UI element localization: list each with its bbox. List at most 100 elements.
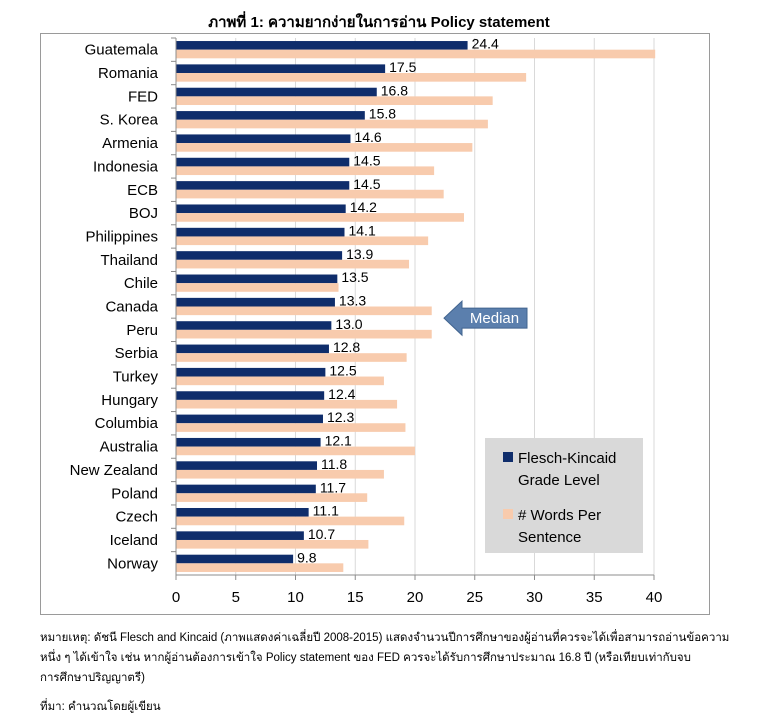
bar-words-per-sentence-norway bbox=[176, 563, 344, 572]
bar-words-per-sentence-columbia bbox=[176, 423, 406, 432]
category-label-columbia: Columbia bbox=[95, 415, 159, 432]
bar-words-per-sentence-guatemala bbox=[176, 49, 656, 59]
value-label-columbia: 12.3 bbox=[327, 409, 354, 425]
category-label-iceland: Iceland bbox=[110, 532, 158, 549]
bar-grade-level-boj bbox=[176, 204, 346, 214]
value-label-boj: 14.2 bbox=[350, 199, 377, 215]
bar-words-per-sentence-serbia bbox=[176, 353, 407, 362]
value-label-ecb: 14.5 bbox=[353, 176, 380, 192]
value-label-philippines: 14.1 bbox=[348, 222, 375, 238]
category-label-ecb: ECB bbox=[127, 182, 158, 199]
bar-words-per-sentence-canada bbox=[176, 306, 432, 316]
category-label-romania: Romania bbox=[98, 65, 159, 82]
legend-swatch-words-per-sentence bbox=[503, 509, 513, 519]
bar-words-per-sentence-new-zealand bbox=[176, 469, 384, 479]
bar-grade-level-romania bbox=[176, 64, 386, 74]
category-label-fed: FED bbox=[128, 88, 158, 105]
bar-grade-level-guatemala bbox=[176, 41, 468, 50]
value-label-thailand: 13.9 bbox=[346, 246, 373, 262]
bar-grade-level-australia bbox=[176, 437, 321, 447]
category-label-thailand: Thailand bbox=[100, 252, 158, 269]
category-label-philippines: Philippines bbox=[85, 228, 158, 245]
bar-words-per-sentence-poland bbox=[176, 493, 368, 502]
median-annotation: Median bbox=[443, 300, 528, 337]
tick-label-x-10: 10 bbox=[287, 589, 304, 606]
category-label-hungary: Hungary bbox=[101, 392, 158, 409]
category-label-peru: Peru bbox=[126, 322, 158, 339]
value-label-romania: 17.5 bbox=[389, 59, 416, 75]
legend-label-words-line1: # Words Per bbox=[518, 507, 601, 524]
legend-label-grade-level-line1: Flesch-Kincaid bbox=[518, 450, 616, 467]
bar-words-per-sentence-boj bbox=[176, 213, 464, 222]
category-label-australia: Australia bbox=[100, 439, 159, 456]
value-label-serbia: 12.8 bbox=[333, 339, 360, 355]
category-label-serbia: Serbia bbox=[115, 345, 159, 362]
bar-grade-level-indonesia bbox=[176, 157, 350, 167]
bars bbox=[176, 41, 656, 572]
bar-words-per-sentence-indonesia bbox=[176, 166, 435, 176]
value-label-new-zealand: 11.8 bbox=[321, 456, 347, 472]
bar-grade-level-iceland bbox=[176, 531, 304, 540]
bar-grade-level-canada bbox=[176, 297, 335, 307]
bar-words-per-sentence-philippines bbox=[176, 236, 429, 246]
source-line: ที่มา: คำนวณโดยผู้เขียน bbox=[40, 701, 161, 713]
bar-grade-level-czech bbox=[176, 507, 309, 517]
bar-words-per-sentence-fed bbox=[176, 96, 493, 106]
category-label-czech: Czech bbox=[115, 509, 158, 526]
tick-label-x-40: 40 bbox=[646, 589, 663, 606]
category-label-canada: Canada bbox=[105, 299, 158, 316]
bar-grade-level-columbia bbox=[176, 414, 323, 424]
tick-label-x-25: 25 bbox=[466, 589, 483, 606]
tick-label-x-15: 15 bbox=[347, 589, 364, 606]
bar-words-per-sentence-thailand bbox=[176, 259, 410, 269]
chart-frame bbox=[40, 33, 710, 615]
category-label-norway: Norway bbox=[107, 555, 158, 572]
category-label-indonesia: Indonesia bbox=[93, 158, 159, 175]
value-label-peru: 13.0 bbox=[335, 316, 362, 332]
labels: Guatemala 24.4 Romania 17.5 FED 16.8 S. Korea 1… bbox=[70, 36, 499, 573]
chart-plot: Guatemala 24.4 Romania 17.5 FED 16.8 S. Korea 1… bbox=[70, 36, 663, 606]
tick-label-x-0: 0 bbox=[172, 589, 180, 606]
value-label-s-korea: 15.8 bbox=[369, 106, 396, 122]
bar-words-per-sentence-czech bbox=[176, 516, 405, 526]
value-label-guatemala: 24.4 bbox=[472, 36, 499, 52]
bar-grade-level-chile bbox=[176, 274, 338, 284]
category-label-boj: BOJ bbox=[129, 205, 158, 222]
category-label-chile: Chile bbox=[124, 275, 158, 292]
bar-grade-level-serbia bbox=[176, 344, 329, 354]
bar-grade-level-new-zealand bbox=[176, 461, 318, 470]
median-arrow-icon bbox=[443, 300, 528, 337]
note-line-3: การศึกษาปริญญาตรี) bbox=[40, 672, 145, 684]
bar-words-per-sentence-ecb bbox=[176, 189, 444, 199]
bar-words-per-sentence-australia bbox=[176, 446, 415, 456]
value-label-canada: 13.3 bbox=[339, 293, 366, 309]
value-label-hungary: 12.4 bbox=[328, 386, 355, 402]
bar-grade-level-hungary bbox=[176, 391, 325, 400]
value-label-poland: 11.7 bbox=[320, 479, 346, 495]
category-label-s-korea: S. Korea bbox=[100, 112, 159, 129]
legend-label-words-line2: Sentence bbox=[518, 529, 581, 546]
bar-grade-level-turkey bbox=[176, 367, 326, 377]
bar-grade-level-peru bbox=[176, 321, 332, 330]
bar-words-per-sentence-armenia bbox=[176, 143, 473, 152]
legend-label-grade-level-line2: Grade Level bbox=[518, 472, 600, 489]
bar-words-per-sentence-hungary bbox=[176, 399, 398, 409]
bar-grade-level-norway bbox=[176, 554, 294, 564]
bar-grade-level-armenia bbox=[176, 134, 351, 144]
value-label-czech: 11.1 bbox=[313, 503, 339, 519]
note-line-2: หนึ่ง ๆ ได้เข้าใจ เช่น หากผู้อ่านต้องการ… bbox=[40, 652, 691, 664]
bar-grade-level-poland bbox=[176, 484, 316, 494]
bar-words-per-sentence-chile bbox=[176, 283, 339, 292]
legend-swatch-grade-level bbox=[503, 452, 513, 462]
bar-grade-level-philippines bbox=[176, 227, 345, 237]
value-label-indonesia: 14.5 bbox=[353, 152, 380, 168]
bar-grade-level-ecb bbox=[176, 181, 350, 190]
bar-grade-level-fed bbox=[176, 87, 377, 97]
bar-words-per-sentence-iceland bbox=[176, 539, 369, 549]
category-label-armenia: Armenia bbox=[102, 135, 159, 152]
tick-label-x-30: 30 bbox=[526, 589, 543, 606]
category-label-new-zealand: New Zealand bbox=[70, 462, 158, 479]
bar-words-per-sentence-turkey bbox=[176, 376, 384, 386]
tick-label-x-20: 20 bbox=[407, 589, 424, 606]
chart-title: ภาพที่ 1: ความยากง่ายในการอ่าน Policy st… bbox=[208, 14, 550, 31]
